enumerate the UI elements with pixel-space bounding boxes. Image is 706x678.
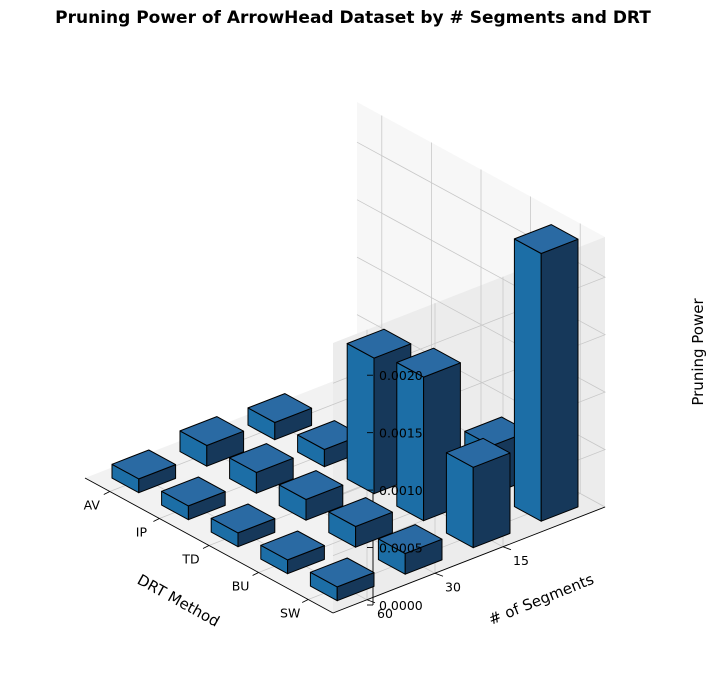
bar-top-face	[179, 416, 245, 446]
bar	[328, 497, 393, 548]
y-tick-label: 30	[445, 579, 461, 594]
bar	[445, 437, 511, 549]
chart-title: Pruning Power of ArrowHead Dataset by # …	[55, 8, 651, 28]
bar-side-face	[472, 452, 511, 549]
bar-top-face	[513, 224, 579, 254]
z-tick-label: 0.0000	[379, 598, 423, 613]
bar-top-face	[396, 347, 461, 378]
bar	[260, 530, 325, 575]
bar	[278, 470, 344, 521]
bar-front-face	[513, 238, 542, 522]
bar-top-face	[247, 393, 313, 423]
bars	[111, 224, 579, 602]
z-tick-label: 0.0005	[379, 541, 423, 556]
x-tick-label: TD	[181, 552, 199, 567]
tick-labels: AV IP TD BU SW 60 30 15 0.0000 0.0005 0.0010 0.0015…	[84, 368, 529, 621]
y-tick-label: 60	[377, 606, 393, 621]
x-tick	[103, 491, 111, 495]
x-tick-label: SW	[280, 606, 300, 621]
bar	[229, 443, 294, 494]
y-tick-label: 15	[513, 553, 529, 568]
bar-side-face	[540, 238, 579, 522]
x-tick-label: BU	[232, 579, 250, 594]
bar	[111, 449, 177, 494]
bar-top-face	[377, 524, 443, 554]
x-axis-label: DRT Method	[134, 571, 222, 631]
bar	[309, 557, 375, 602]
bar	[513, 224, 579, 522]
z-tick-label: 0.0010	[379, 483, 423, 498]
y-axis-line	[332, 506, 606, 614]
x-tick	[301, 599, 309, 603]
bar	[210, 503, 276, 548]
bar-top-face	[328, 497, 393, 527]
x-tick	[202, 545, 210, 549]
bar-top-face	[229, 443, 294, 473]
x-tick-label: AV	[84, 498, 101, 513]
bar	[247, 393, 313, 441]
z-tick-label: 0.0015	[379, 426, 423, 441]
bar-top-face	[445, 437, 511, 468]
bar-top-face	[346, 328, 412, 359]
x-tick	[153, 518, 160, 522]
bar-top-face	[260, 530, 325, 561]
bar	[179, 416, 245, 467]
y-axis-label: # of Segments	[486, 570, 597, 629]
bar-top-face	[309, 557, 375, 588]
x-tick-label: IP	[136, 525, 148, 540]
z-axis-label: Pruning Power	[689, 298, 706, 406]
y-tick	[366, 599, 376, 604]
gridline-z	[332, 141, 606, 384]
bar-top-face	[210, 503, 276, 534]
x-tick	[252, 572, 259, 576]
bar-front-face	[445, 452, 474, 549]
bar	[377, 524, 443, 575]
bar-top-face	[111, 449, 177, 480]
bar	[161, 476, 226, 521]
bar-top-face	[278, 470, 344, 500]
y-tick	[434, 572, 444, 577]
y-tick	[502, 546, 512, 551]
z-tick-label: 0.0020	[379, 368, 423, 383]
bar-top-face	[161, 476, 226, 507]
bar-front-face	[346, 343, 375, 495]
